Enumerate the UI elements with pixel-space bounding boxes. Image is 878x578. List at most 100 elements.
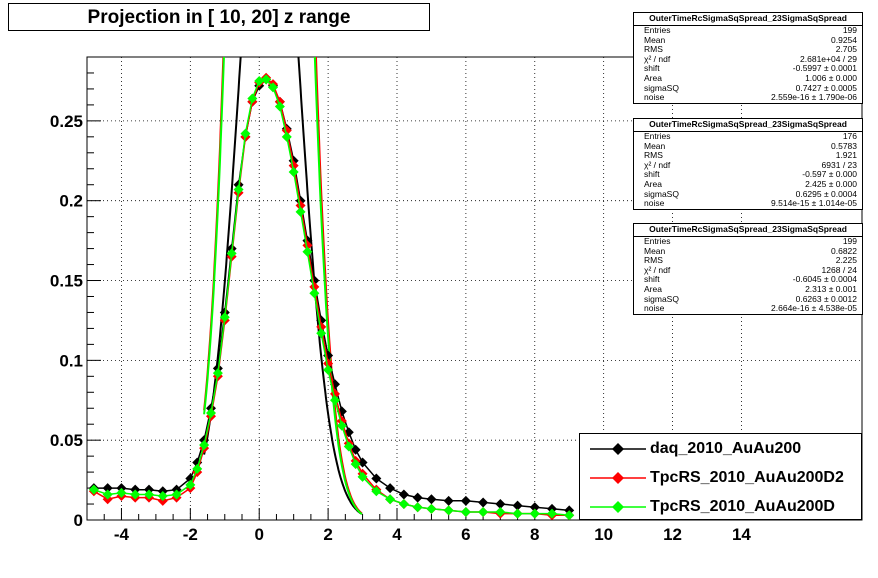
stat-value: 2.425 ± 0.000 xyxy=(805,178,857,189)
data-point xyxy=(268,82,278,93)
data-point xyxy=(323,364,334,375)
stat-value: 2.559e-16 ± 1.790e-06 xyxy=(771,92,857,103)
legend-swatch xyxy=(590,472,646,484)
legend-label: TpcRS_2010_AuAu200D xyxy=(650,498,835,515)
data-point xyxy=(302,246,313,257)
data-point xyxy=(412,502,423,513)
x-tick-label: 2 xyxy=(323,525,332,544)
stat-key: shift xyxy=(644,169,660,180)
y-tick-label: 0.1 xyxy=(59,351,83,370)
data-point xyxy=(261,74,272,85)
data-point xyxy=(206,408,216,419)
stat-box-header: OuterTimeRcSigmaSqSpread_23SigmaSqSpread xyxy=(634,224,862,237)
stat-value: 0.6263 ± 0.0012 xyxy=(795,293,857,304)
stat-key: Area xyxy=(644,72,662,83)
data-point xyxy=(512,508,523,519)
y-tick-label: 0 xyxy=(74,511,83,530)
stat-box-2: OuterTimeRcSigmaSqSpread_23SigmaSqSpread… xyxy=(633,118,863,210)
legend-entry: TpcRS_2010_AuAu200D xyxy=(580,492,863,521)
legend: daq_2010_AuAu200 TpcRS_2010_AuAu200D2 TpcR… xyxy=(579,433,862,520)
x-tick-label: 10 xyxy=(594,525,613,544)
stat-row: Mean 0.6822 xyxy=(634,245,862,257)
data-point xyxy=(478,497,489,508)
data-point xyxy=(357,471,368,482)
data-point xyxy=(192,463,203,474)
data-point xyxy=(385,483,396,494)
data-point xyxy=(529,502,540,513)
stat-value: 0.5783 xyxy=(831,140,857,151)
data-point xyxy=(443,505,454,516)
stat-row: Area 2.425 ± 0.000 xyxy=(634,178,862,190)
stat-key: noise xyxy=(644,92,665,103)
x-tick-label: -4 xyxy=(114,525,130,544)
data-point xyxy=(295,200,306,211)
stat-key: sigmaSQ xyxy=(644,188,679,199)
stat-key: Mean xyxy=(644,245,666,256)
stat-box-3: OuterTimeRcSigmaSqSpread_23SigmaSqSpread… xyxy=(633,223,863,315)
stat-key: noise xyxy=(644,303,665,314)
data-point xyxy=(371,486,382,497)
data-point xyxy=(350,459,361,470)
data-point xyxy=(564,510,575,520)
data-point xyxy=(426,494,437,505)
data-point xyxy=(254,75,265,86)
data-point xyxy=(199,439,210,450)
stat-value: 1.006 ± 0.000 xyxy=(805,72,857,83)
x-tick-label: 14 xyxy=(732,525,751,544)
data-point xyxy=(274,101,285,112)
stat-box-header: OuterTimeRcSigmaSqSpread_23SigmaSqSpread xyxy=(634,13,862,26)
stat-key: Mean xyxy=(644,34,666,45)
x-tick-label: 8 xyxy=(530,525,539,544)
stat-row: shift -0.6045 ± 0.0004 xyxy=(634,275,862,285)
data-point xyxy=(171,489,182,500)
stat-value: 0.9254 xyxy=(831,34,857,45)
data-point xyxy=(398,499,409,510)
fit-curve xyxy=(203,57,363,515)
data-point xyxy=(412,492,423,503)
data-point xyxy=(157,491,168,502)
data-point xyxy=(288,166,299,177)
stat-value: 199 xyxy=(842,236,857,246)
data-point xyxy=(302,240,313,251)
data-point xyxy=(336,420,347,431)
stat-value: 6931 / 23 xyxy=(821,159,857,170)
data-point xyxy=(144,489,154,500)
stat-row: RMS 1.921 xyxy=(634,151,862,161)
stat-key: Mean xyxy=(644,140,666,151)
stat-row: Area 1.006 ± 0.000 xyxy=(634,72,862,84)
data-point xyxy=(219,312,230,323)
data-point xyxy=(212,368,223,379)
stat-key: sigmaSQ xyxy=(644,82,679,93)
stat-value: 2.225 xyxy=(835,255,857,266)
data-point xyxy=(512,500,523,511)
stat-key: RMS xyxy=(644,255,663,266)
data-point xyxy=(281,131,292,142)
data-point xyxy=(460,495,471,506)
stat-row: Entries 176 xyxy=(634,131,862,142)
data-point xyxy=(116,487,127,498)
stat-key: χ² / ndf xyxy=(644,159,671,170)
stat-row: sigmaSQ 0.7427 ± 0.0005 xyxy=(634,82,862,94)
plot-area xyxy=(88,57,575,520)
data-point xyxy=(226,248,237,259)
data-point xyxy=(185,479,196,490)
data-point xyxy=(357,457,368,468)
stat-row: shift -0.597 ± 0.000 xyxy=(634,170,862,180)
data-point xyxy=(247,93,258,104)
stat-value: 0.6295 ± 0.0004 xyxy=(795,188,857,199)
data-point xyxy=(240,128,251,139)
legend-label: daq_2010_AuAu200 xyxy=(650,440,802,457)
data-point xyxy=(102,483,113,494)
stat-value: -0.6045 ± 0.0004 xyxy=(792,274,857,285)
data-point xyxy=(398,489,409,500)
stat-box-1: OuterTimeRcSigmaSqSpread_23SigmaSqSpread… xyxy=(633,12,863,104)
stat-row: noise 9.514e-15 ± 1.014e-05 xyxy=(634,199,862,209)
data-point xyxy=(102,489,113,500)
stat-key: χ² / ndf xyxy=(644,264,671,275)
legend-entry: daq_2010_AuAu200 xyxy=(580,434,863,463)
data-point xyxy=(350,444,361,455)
stat-row: Area 2.313 ± 0.001 xyxy=(634,284,862,295)
x-tick-label: 4 xyxy=(392,525,402,544)
data-point xyxy=(529,508,540,519)
data-point xyxy=(385,494,396,505)
